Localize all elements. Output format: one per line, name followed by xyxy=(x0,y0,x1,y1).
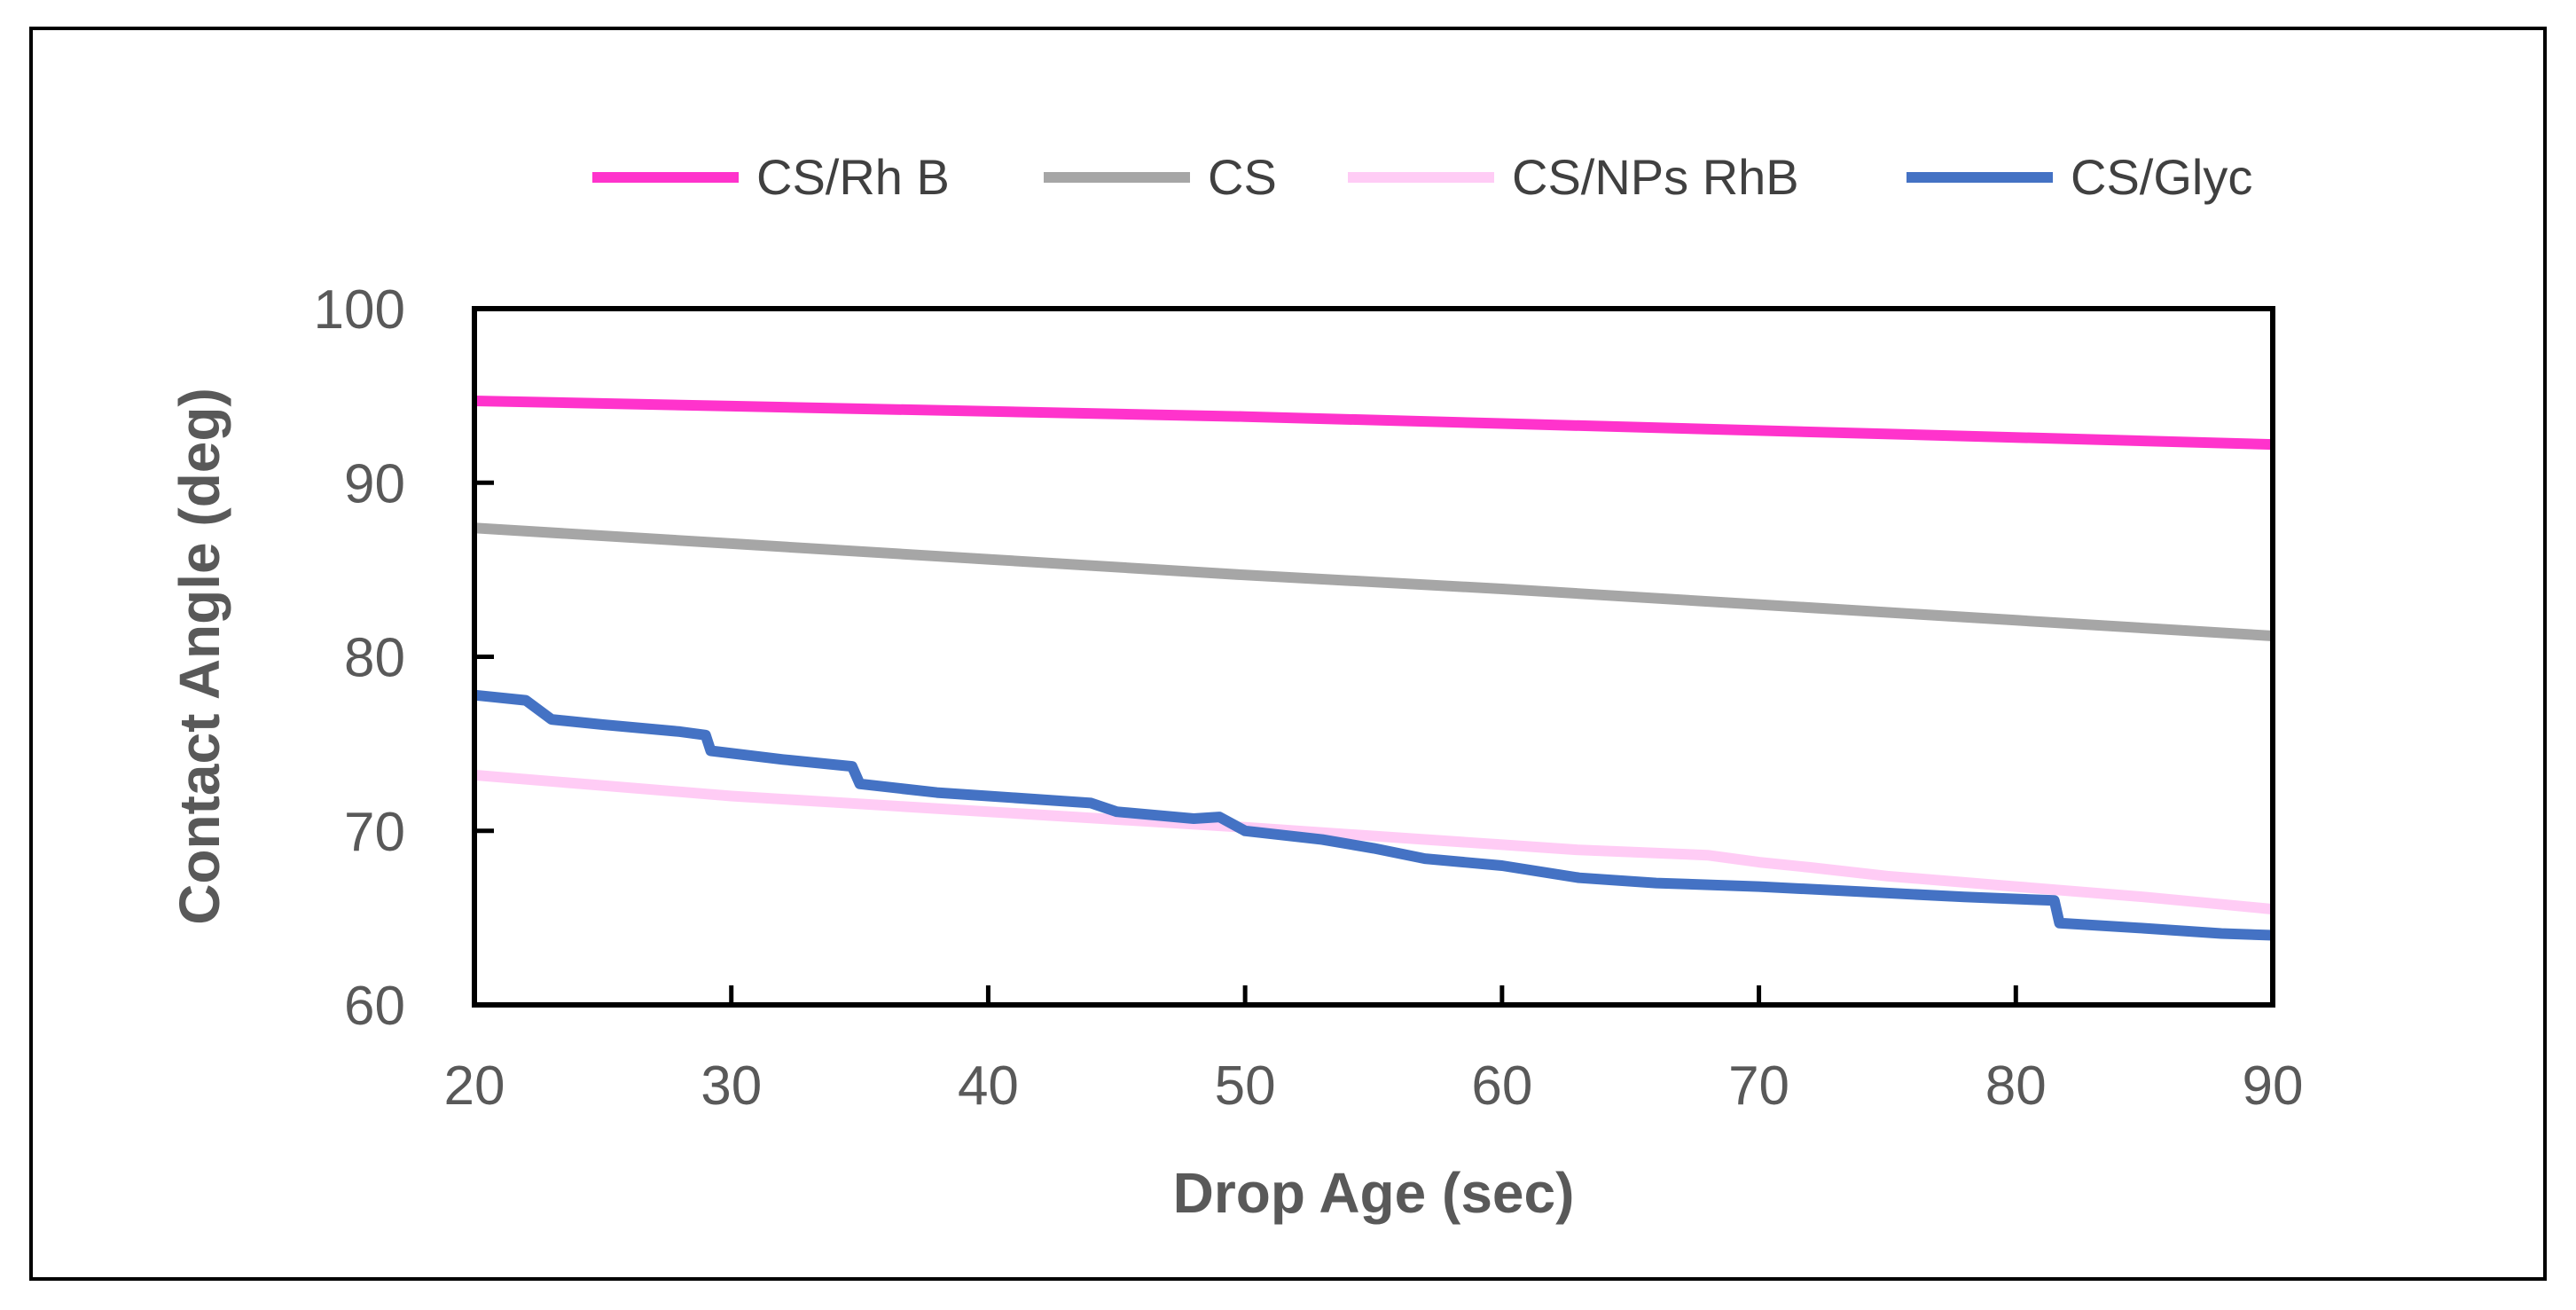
y-axis-title: Contact Angle (deg) xyxy=(168,388,231,925)
y-tick-label: 60 xyxy=(344,976,405,1037)
y-tick-label: 80 xyxy=(344,628,405,689)
figure-frame xyxy=(29,27,2547,1281)
x-tick-label: 80 xyxy=(1985,1055,2047,1117)
x-tick-label: 90 xyxy=(2243,1055,2304,1117)
x-tick-label: 50 xyxy=(1215,1055,1276,1117)
legend-label-cs-rh-b: CS/Rh B xyxy=(756,149,950,205)
legend-label-cs: CS xyxy=(1208,149,1277,205)
y-tick-label: 100 xyxy=(314,279,405,341)
y-tick-label: 70 xyxy=(344,802,405,863)
series-line-cs-glyc xyxy=(474,689,2274,941)
x-axis-ticks: 20 30 40 50 60 70 80 90 xyxy=(444,985,2304,1117)
series-line-cs-nps-rhb xyxy=(474,769,2274,915)
legend: CS/Rh B CS CS/NPs RhB CS/Glyc xyxy=(592,149,2252,205)
x-tick-label: 20 xyxy=(444,1055,505,1117)
x-tick-label: 60 xyxy=(1471,1055,1532,1117)
series-layer xyxy=(474,396,2274,941)
y-axis-ticks: 60 70 80 90 100 xyxy=(314,279,494,1037)
y-tick-label: 90 xyxy=(344,453,405,514)
series-line-cs-rh-b xyxy=(474,396,2274,451)
x-tick-label: 30 xyxy=(701,1055,762,1117)
x-tick-label: 70 xyxy=(1728,1055,1789,1117)
series-line-cs xyxy=(474,522,2274,641)
legend-label-cs-glyc: CS/Glyc xyxy=(2071,149,2252,205)
x-tick-label: 40 xyxy=(958,1055,1019,1117)
x-axis-title: Drop Age (sec) xyxy=(1173,1161,1575,1225)
legend-label-cs-nps-rhb: CS/NPs RhB xyxy=(1512,149,1799,205)
